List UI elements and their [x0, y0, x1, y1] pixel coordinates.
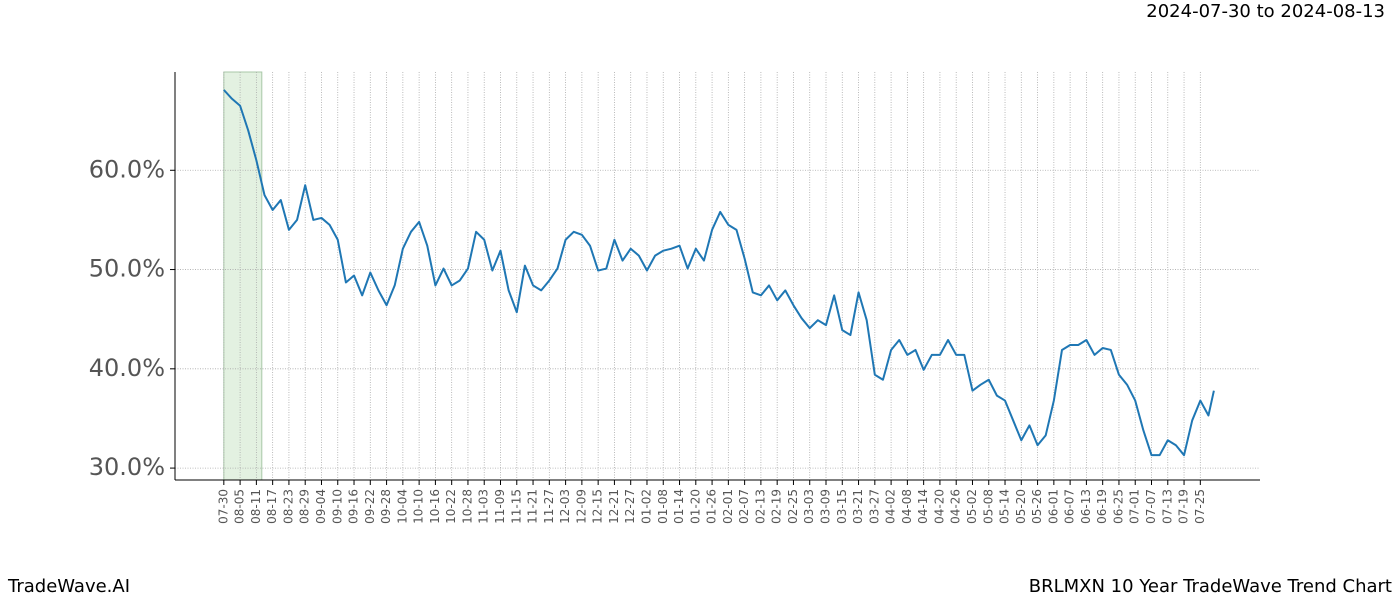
x-tick-label: 01-14	[672, 489, 686, 524]
x-tick-label: 05-26	[1030, 489, 1044, 524]
x-tick-label: 12-21	[607, 489, 621, 524]
x-tick-label: 11-09	[493, 489, 507, 524]
x-tick-label: 03-09	[819, 489, 833, 524]
x-tick-label: 10-22	[444, 489, 458, 524]
x-tick-label: 10-16	[428, 489, 442, 524]
x-tick-label: 01-26	[705, 489, 719, 524]
x-tick-label: 05-08	[981, 489, 995, 524]
x-tick-label: 12-27	[623, 489, 637, 524]
x-tick-label: 08-11	[249, 489, 263, 524]
x-tick-label: 06-25	[1111, 489, 1125, 524]
x-tick-label: 08-17	[265, 489, 279, 524]
x-tick-label: 07-19	[1177, 489, 1191, 524]
x-tick-label: 04-14	[916, 489, 930, 524]
x-tick-label: 02-13	[753, 489, 767, 524]
x-tick-label: 07-30	[216, 489, 230, 524]
x-tick-label: 08-05	[233, 489, 247, 524]
chart-title: 2024-07-30 to 2024-08-13	[1146, 1, 1385, 22]
x-tick-label: 05-20	[1014, 489, 1028, 524]
x-tick-label: 04-20	[932, 489, 946, 524]
x-tick-label: 09-04	[314, 489, 328, 524]
y-tick-label: 50.0%	[89, 255, 165, 283]
x-tick-label: 11-03	[477, 489, 491, 524]
x-tick-label: 09-10	[330, 489, 344, 524]
x-tick-label: 01-02	[639, 489, 653, 524]
x-tick-label: 11-15	[509, 489, 523, 524]
x-tick-label: 04-26	[949, 489, 963, 524]
x-tick-label: 01-08	[656, 489, 670, 524]
x-tick-label: 02-01	[721, 489, 735, 524]
x-tick-label: 08-23	[281, 489, 295, 524]
x-tick-label: 03-03	[802, 489, 816, 524]
x-tick-label: 10-10	[412, 489, 426, 524]
x-tick-label: 03-27	[867, 489, 881, 524]
x-tick-label: 03-15	[835, 489, 849, 524]
x-tick-label: 12-03	[558, 489, 572, 524]
x-tick-label: 07-25	[1193, 489, 1207, 524]
x-tick-label: 06-07	[1063, 489, 1077, 524]
x-tick-label: 10-04	[395, 489, 409, 524]
x-tick-label: 09-28	[379, 489, 393, 524]
highlight-band	[223, 71, 263, 481]
x-tick-label: 07-13	[1160, 489, 1174, 524]
footer-right: BRLMXN 10 Year TradeWave Trend Chart	[1029, 576, 1392, 597]
x-tick-label: 01-20	[688, 489, 702, 524]
y-tick-label: 30.0%	[89, 453, 165, 481]
x-tick-label: 08-29	[298, 489, 312, 524]
x-tick-label: 06-19	[1095, 489, 1109, 524]
x-tick-label: 12-15	[591, 489, 605, 524]
y-tick-label: 40.0%	[89, 354, 165, 382]
x-tick-label: 02-07	[737, 489, 751, 524]
x-tick-label: 04-08	[900, 489, 914, 524]
footer-left: TradeWave.AI	[7, 576, 130, 597]
x-tick-label: 04-02	[884, 489, 898, 524]
x-tick-label: 11-21	[526, 489, 540, 524]
x-tick-label: 05-02	[965, 489, 979, 524]
x-tick-label: 12-09	[574, 489, 588, 524]
y-tick-label: 60.0%	[89, 155, 165, 183]
x-tick-label: 11-27	[542, 489, 556, 524]
line-series	[223, 89, 1215, 457]
x-tick-label: 05-14	[998, 489, 1012, 524]
x-tick-label: 02-25	[786, 489, 800, 524]
x-tick-label: 07-07	[1144, 489, 1158, 524]
x-tick-label: 03-21	[851, 489, 865, 524]
x-tick-label: 06-13	[1079, 489, 1093, 524]
x-tick-label: 10-28	[460, 489, 474, 524]
x-tick-label: 06-01	[1046, 489, 1060, 524]
x-tick-label: 07-01	[1128, 489, 1142, 524]
x-tick-label: 09-22	[363, 489, 377, 524]
x-tick-label: 02-19	[770, 489, 784, 524]
x-tick-label: 09-16	[347, 489, 361, 524]
